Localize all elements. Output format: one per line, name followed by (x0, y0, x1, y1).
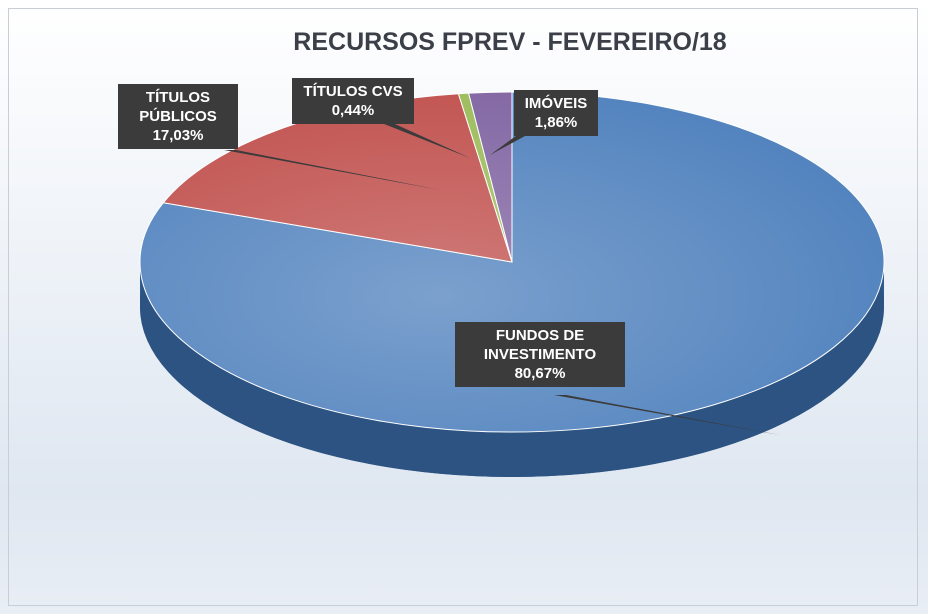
data-label: TÍTULOS PÚBLICOS 17,03% (118, 84, 238, 149)
value-label: 80,67% (514, 365, 566, 382)
leader-line (490, 130, 536, 155)
category-name: TÍTULOS CVS (303, 83, 403, 100)
leader-line (224, 150, 440, 190)
value-label: 1,86% (534, 114, 578, 131)
value-label: 0,44% (331, 102, 375, 119)
value-label: 17,03% (152, 127, 204, 144)
frame (8, 8, 918, 606)
leader-line (374, 120, 470, 158)
category-name: TÍTULOS PÚBLICOS (139, 89, 217, 125)
category-name: FUNDOS DE INVESTIMENTO (483, 327, 597, 363)
data-label: TÍTULOS CVS 0,44% (292, 78, 414, 124)
leader-line (554, 395, 780, 435)
pie (139, 91, 885, 477)
pie-shine (140, 92, 884, 432)
data-label: FUNDOS DE INVESTIMENTO 80,67% (455, 322, 625, 387)
data-label: IMÓVEIS 1,86% (514, 90, 598, 136)
category-name: IMÓVEIS (524, 95, 588, 112)
chart-title: RECURSOS FPREV - FEVEREIRO/18 (293, 28, 727, 56)
